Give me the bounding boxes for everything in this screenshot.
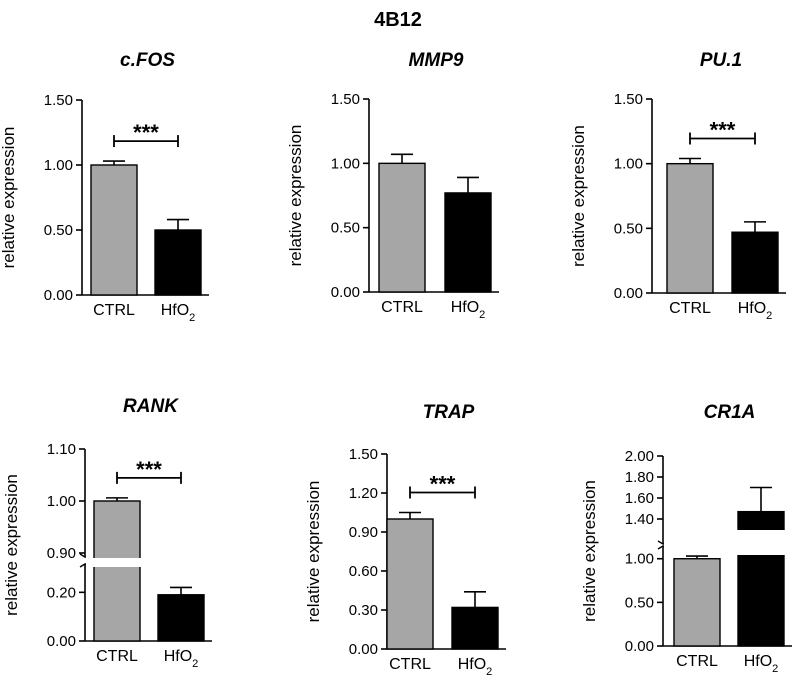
y-tick-label: 1.10 bbox=[47, 441, 76, 458]
x-tick-label: HfO2 bbox=[744, 653, 779, 675]
y-axis-label: relative expression bbox=[286, 125, 305, 267]
y-tick-label: 1.50 bbox=[614, 91, 643, 108]
y-tick-label: 1.00 bbox=[47, 493, 76, 510]
axis-break-gap bbox=[92, 558, 206, 567]
y-tick-label: 0.00 bbox=[614, 285, 643, 302]
y-tick-label: 1.50 bbox=[331, 91, 360, 108]
bar-hfo2 bbox=[731, 231, 779, 294]
y-tick-label: 1.00 bbox=[614, 156, 643, 173]
y-tick-label: 0.60 bbox=[349, 563, 378, 580]
y-tick-label: 1.50 bbox=[44, 92, 73, 109]
y-tick-label: 1.00 bbox=[331, 155, 360, 172]
y-tick-label: 0.30 bbox=[349, 602, 378, 619]
chart-panel-2: MMP9 relative expression 0.00 0.50 1.00 1.50 C… bbox=[286, 50, 499, 321]
y-axis-label: relative expression bbox=[2, 474, 21, 616]
y-tick-label: 0.00 bbox=[331, 284, 360, 301]
axis-break-mark bbox=[79, 553, 86, 558]
y-axis-label: relative expression bbox=[580, 480, 599, 622]
significance-label: *** bbox=[430, 472, 456, 497]
y-tick-label: 0.50 bbox=[44, 222, 73, 239]
y-tick-label: 0.50 bbox=[614, 220, 643, 237]
x-tick-label: HfO2 bbox=[161, 302, 196, 324]
x-tick-label: CTRL bbox=[676, 653, 718, 670]
bar-hfo2 bbox=[444, 192, 492, 293]
chart-panel-5: TRAP relative expression 0.00 0.30 0.60 0.90 1… bbox=[304, 402, 506, 675]
bar-ctrl bbox=[386, 518, 434, 650]
bar-hfo2 bbox=[451, 606, 499, 650]
x-tick-label: HfO2 bbox=[738, 300, 773, 322]
x-tick-label: CTRL bbox=[669, 300, 711, 317]
axis-break-mark bbox=[79, 563, 86, 568]
y-tick-label: 1.20 bbox=[349, 485, 378, 502]
bar-ctrl bbox=[666, 162, 714, 294]
chart-title: MMP9 bbox=[409, 50, 464, 71]
x-tick-label: CTRL bbox=[93, 302, 135, 319]
chart-panel-1: c.FOS relative expression 0.00 0.50 1.00 1.50… bbox=[0, 50, 209, 324]
chart-panel-4: RANK relative expression 0.00 0.20 0.90 1.00 1… bbox=[2, 396, 212, 670]
chart-panel-6: CR1A relative expression 0.00 0.50 1.00 1.40 1… bbox=[580, 402, 792, 675]
chart-title: CR1A bbox=[704, 402, 756, 423]
significance-label: *** bbox=[136, 457, 162, 482]
x-tick-label: CTRL bbox=[96, 648, 138, 665]
y-tick-label: 0.20 bbox=[47, 584, 76, 601]
x-tick-label: CTRL bbox=[381, 299, 423, 316]
bar-hfo2 bbox=[154, 229, 202, 296]
y-tick-label: 1.00 bbox=[44, 157, 73, 174]
y-tick-label: 0.00 bbox=[625, 638, 654, 655]
bar-ctrl bbox=[93, 500, 141, 642]
y-tick-label: 1.60 bbox=[625, 490, 654, 507]
y-axis-label: relative expression bbox=[304, 481, 323, 623]
bar-ctrl bbox=[378, 162, 426, 293]
y-tick-label: 2.00 bbox=[625, 448, 654, 465]
chart-panel-3: PU.1 relative expression 0.00 0.50 1.00 1.50 C… bbox=[569, 50, 786, 322]
chart-title: c.FOS bbox=[120, 50, 175, 71]
significance-label: *** bbox=[710, 117, 736, 142]
y-tick-label: 0.00 bbox=[349, 641, 378, 658]
panels: c.FOS relative expression 0.00 0.50 1.00 1.50… bbox=[0, 50, 792, 675]
y-axis-label: relative expression bbox=[569, 125, 588, 267]
chart-title: RANK bbox=[123, 396, 179, 417]
bar-ctrl bbox=[673, 558, 721, 647]
y-tick-label: 1.00 bbox=[625, 551, 654, 568]
figure-title: 4B12 bbox=[374, 9, 422, 31]
bar-ctrl bbox=[90, 164, 138, 296]
y-tick-label: 0.00 bbox=[44, 287, 73, 304]
axis-break-mark bbox=[657, 540, 664, 545]
x-tick-label: HfO2 bbox=[164, 648, 199, 670]
chart-title: TRAP bbox=[423, 402, 475, 423]
x-tick-label: HfO2 bbox=[451, 299, 486, 321]
y-tick-label: 0.90 bbox=[349, 524, 378, 541]
y-tick-label: 0.00 bbox=[47, 633, 76, 650]
y-tick-label: 1.50 bbox=[349, 446, 378, 463]
y-axis-label: relative expression bbox=[0, 127, 18, 269]
axis-break-gap bbox=[672, 530, 786, 555]
axis-break-mark bbox=[657, 545, 664, 550]
bar-hfo2 bbox=[157, 594, 205, 642]
y-tick-label: 0.90 bbox=[47, 545, 76, 562]
x-tick-label: HfO2 bbox=[458, 656, 493, 675]
y-tick-label: 1.40 bbox=[625, 511, 654, 528]
y-tick-label: 1.80 bbox=[625, 469, 654, 486]
significance-label: *** bbox=[133, 120, 159, 145]
chart-title: PU.1 bbox=[700, 50, 742, 71]
x-tick-label: CTRL bbox=[389, 656, 431, 673]
y-tick-label: 0.50 bbox=[625, 594, 654, 611]
y-tick-label: 0.50 bbox=[331, 220, 360, 237]
